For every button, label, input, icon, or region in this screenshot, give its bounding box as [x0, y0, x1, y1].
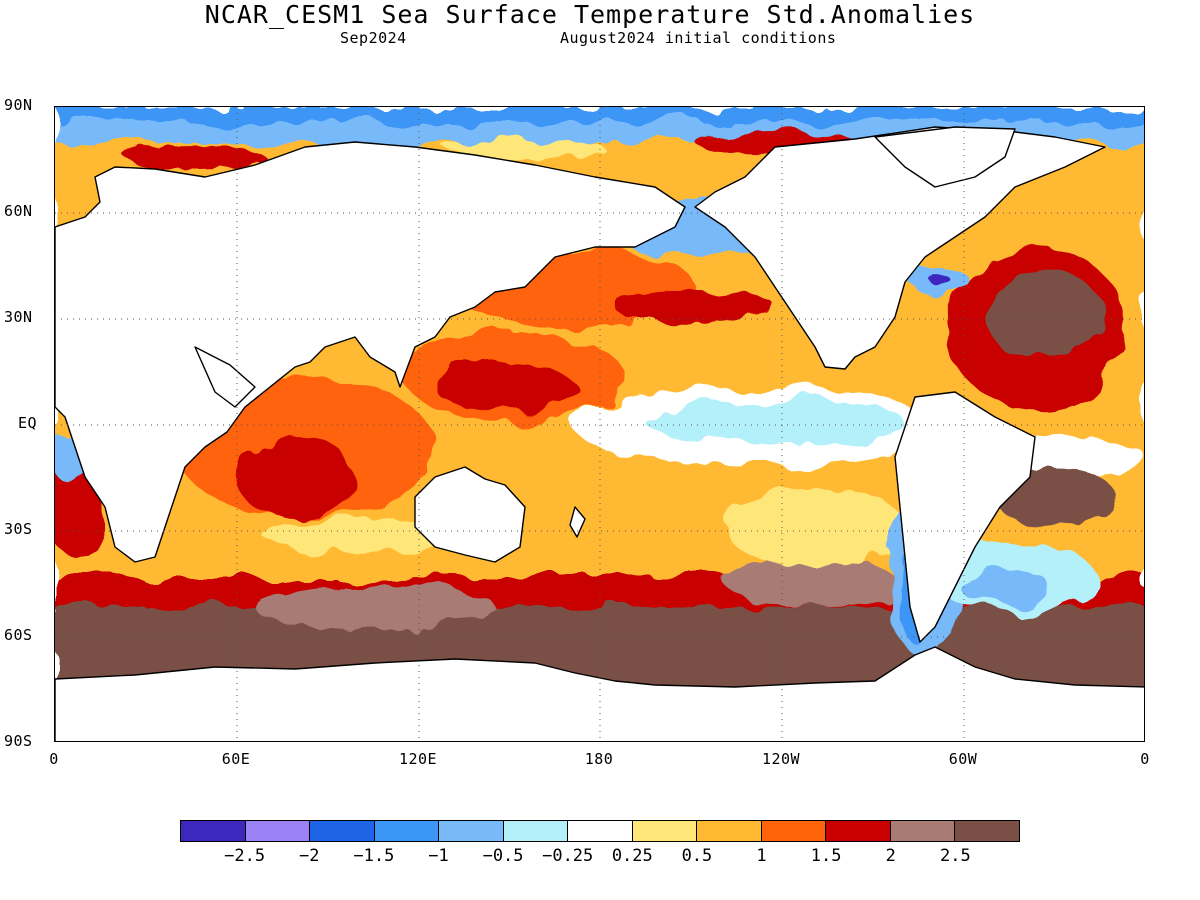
lon-label-180: 180	[584, 750, 614, 768]
colorbar-box-6	[568, 821, 633, 841]
eurasia-africa-landmass	[55, 141, 686, 563]
lat-label-30n: 30N	[4, 308, 33, 326]
colorbar-box-3	[374, 821, 440, 841]
colorbar-label-9: 1.5	[810, 846, 842, 866]
lon-label-0-end: 0	[1140, 750, 1150, 768]
colorbar-box-8	[697, 821, 762, 841]
colorbar-label-5: −0.25	[542, 846, 594, 866]
colorbar-label-4: −0.5	[482, 846, 524, 866]
australia-landmass	[414, 466, 526, 563]
lon-label-0: 0	[49, 750, 59, 768]
colorbar	[180, 820, 1020, 842]
lon-label-60e: 60E	[221, 750, 251, 768]
colorbar-label-10: 2	[885, 846, 896, 866]
colorbar-box-2	[310, 821, 375, 841]
chart-title: NCAR_CESM1 Sea Surface Temperature Std.A…	[204, 0, 976, 29]
colorbar-label-1: −2	[298, 846, 320, 866]
colorbar-label-6: 0.25	[611, 846, 653, 866]
forecast-month: Sep2024	[340, 29, 407, 47]
colorbar-box-7	[632, 821, 698, 841]
continents	[55, 126, 1144, 741]
colorbar-label-3: −1	[428, 846, 449, 866]
lat-label-90n: 90N	[4, 96, 33, 114]
graticule	[55, 107, 1144, 741]
arabia-landmass	[194, 346, 256, 408]
colorbar-label-2: −1.5	[353, 846, 395, 866]
south-america-landmass	[894, 391, 1036, 643]
antarctica-landmass	[55, 646, 1144, 741]
colorbar-label-0: −2.5	[224, 846, 266, 866]
colorbar-label-7: 0.5	[681, 846, 713, 866]
lon-label-120e: 120E	[398, 750, 438, 768]
colorbar-label-11: 2.5	[940, 846, 971, 866]
colorbar-box-12	[955, 821, 1019, 841]
new-zealand-landmass	[569, 506, 586, 538]
greenland-landmass	[874, 126, 1016, 188]
lat-label-30s: 30S	[4, 520, 33, 538]
colorbar-label-8: 1	[756, 846, 767, 866]
colorbar-box-4	[439, 821, 504, 841]
lat-label-90s: 90S	[4, 732, 33, 750]
lat-label-eq: EQ	[18, 414, 38, 432]
initial-conditions: August2024 initial conditions	[560, 29, 837, 47]
lon-label-60w: 60W	[948, 750, 978, 768]
north-america-landmass	[694, 126, 1106, 370]
colorbar-box-1	[245, 821, 311, 841]
colorbar-box-9	[761, 821, 827, 841]
colorbar-box-0	[181, 821, 246, 841]
colorbar-box-11	[890, 821, 956, 841]
colorbar-box-10	[826, 821, 891, 841]
lat-label-60n: 60N	[4, 202, 33, 220]
anomaly-field	[55, 107, 1144, 741]
anomaly-map	[54, 106, 1145, 742]
lon-label-120w: 120W	[761, 750, 801, 768]
colorbar-box-5	[503, 821, 569, 841]
lat-label-60s: 60S	[4, 626, 33, 644]
